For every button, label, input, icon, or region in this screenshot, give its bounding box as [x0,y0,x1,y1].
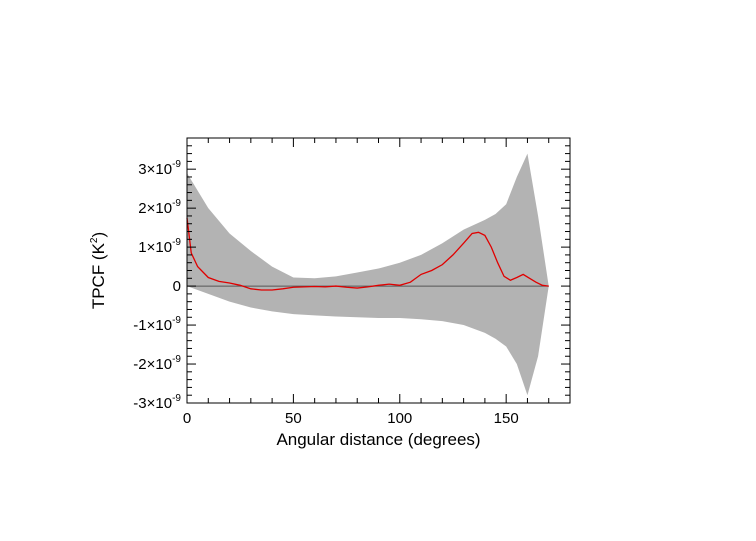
confidence-band [187,153,549,396]
y-tick-label: -3×10-9 [133,393,181,412]
y-tick-exponent: -9 [172,354,181,365]
x-tick-label: 100 [387,410,412,427]
y-tick-label: -2×10-9 [133,354,181,373]
y-tick-label: 0 [173,278,181,295]
y-tick-label: 3×10-9 [138,159,181,178]
y-axis-title-main: TPCF (K [89,242,108,309]
y-tick-exponent: -9 [172,198,181,209]
y-tick-label: 1×10-9 [138,237,181,256]
tpcf-curve [186,217,549,291]
y-tick-exponent: -9 [172,393,181,404]
y-axis-title-exponent: 2 [89,237,100,243]
y-tick-mantissa: 3×10 [138,161,172,178]
x-tick-label: 150 [494,410,519,427]
y-tick-label: -1×10-9 [133,315,181,334]
y-tick-mantissa: -2×10 [133,356,172,373]
plot-area [186,137,571,404]
y-tick-labels: 3×10-92×10-91×10-90-1×10-9-2×10-9-3×10-9 [133,159,181,412]
y-axis-title-close: ) [89,232,108,238]
y-tick-mantissa: -3×10 [133,395,172,412]
y-tick-mantissa: 2×10 [138,200,172,217]
x-tick-label: 50 [285,410,302,427]
x-tick-label: 0 [183,410,191,427]
x-axis-title: Angular distance (degrees) [276,430,480,449]
y-tick-exponent: -9 [172,159,181,170]
y-axis-title: TPCF (K2) [89,232,108,309]
tick-marks [186,137,571,404]
y-tick-exponent: -9 [172,315,181,326]
y-tick-exponent: -9 [172,237,181,248]
x-tick-labels: 0 50 100 150 [183,410,519,427]
y-tick-mantissa: 1×10 [138,239,172,256]
y-tick-label: 2×10-9 [138,198,181,217]
y-tick-mantissa: -1×10 [133,317,172,334]
